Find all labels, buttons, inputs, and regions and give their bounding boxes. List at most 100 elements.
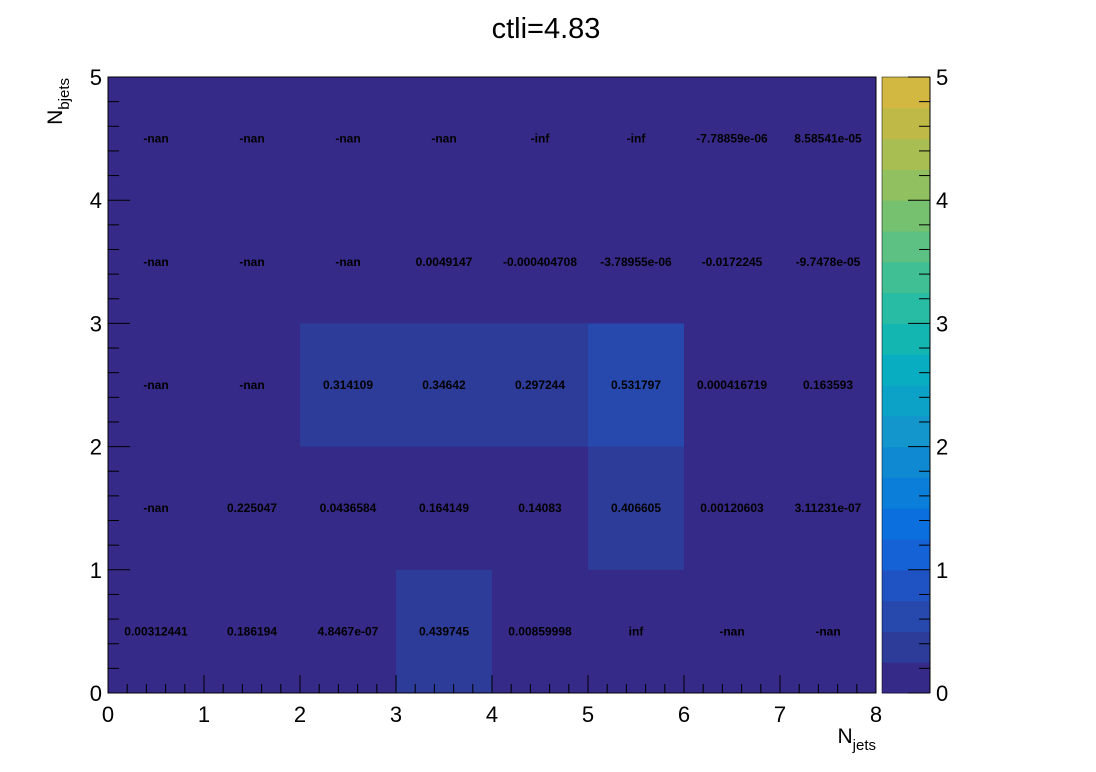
cell-value-label: -nan [143,501,168,515]
color-scale-band [882,231,930,263]
cell-value-label: -nan [143,378,168,392]
cell-value-label: -inf [531,132,551,146]
cell-value-label: -0.000404708 [503,255,577,269]
color-scale-tick-label: 4 [936,188,948,213]
heatmap-cell [204,569,301,694]
cell-value-label: -nan [143,255,168,269]
heatmap-cell [588,323,685,448]
cell-value-label: -nan [335,255,360,269]
heatmap-cell [396,569,493,694]
color-scale-band [882,107,930,140]
color-scale-band [882,169,930,201]
cell-value-label: 8.58541e-05 [794,132,862,146]
heatmap-cell [396,200,493,324]
color-scale-axis: 0 1 2 3 4 5 [908,65,948,706]
cell-value-label: -7.78859e-06 [696,132,768,146]
heatmap-cell [396,446,493,571]
cell-value-label: -nan [239,132,264,146]
color-scale-tick-label: 0 [936,681,948,706]
x-axis-label-main: N [837,725,852,748]
cell-value-label: 0.439745 [419,624,469,638]
y-axis-label-sub: bjets [56,78,73,110]
heatmap-cell [300,323,397,448]
cell-value-label: 0.406605 [611,501,661,515]
cell-value-label: 0.00859998 [508,624,572,638]
x-tick-label: 6 [678,702,690,727]
cell-value-label: 0.0436584 [320,501,377,515]
y-tick-label: 4 [90,188,102,213]
chart-title: ctli=4.83 [492,13,601,45]
cell-value-label: 0.00312441 [124,624,188,638]
cell-value-label: -nan [239,255,264,269]
cell-value-label: -0.0172245 [702,255,763,269]
cell-value-label: 0.14083 [518,501,562,515]
heatmap-cell [780,200,877,324]
heatmap-cells [108,77,877,694]
color-scale-tick-label: 1 [936,558,948,583]
color-scale-band [882,292,930,324]
x-tick-label: 5 [582,702,594,727]
x-tick-label: 4 [486,702,498,727]
cell-value-label: 0.163593 [803,378,853,392]
cell-value-label: -3.78955e-06 [600,255,672,269]
heatmap-cell [588,200,685,324]
cell-value-label: 0.000416719 [697,378,767,392]
heatmap-cell [684,446,781,571]
color-scale-band [882,354,930,386]
heatmap-cell [204,200,301,324]
y-tick-label: 5 [90,65,102,90]
heatmap-cell [492,200,589,324]
cell-value-label: 0.531797 [611,378,661,392]
heatmap-cell [396,323,493,448]
heatmap-cell [492,446,589,571]
cell-value-label: 0.0049147 [416,255,473,269]
color-scale-band [882,508,930,540]
color-scale-band [882,385,930,417]
x-tick-label: 3 [390,702,402,727]
heatmap-cell [588,446,685,571]
heatmap-cell [492,77,589,201]
color-scale-band [882,323,930,355]
heatmap-cell [780,446,877,571]
cell-value-label: 0.186194 [227,624,277,638]
color-scale-band [882,662,930,694]
x-tick-label: 8 [870,702,882,727]
y-tick-label: 2 [90,435,102,460]
x-tick-label: 7 [774,702,786,727]
heatmap-cell [108,446,205,571]
heatmap-cell [300,77,397,201]
heatmap-cell [780,569,877,694]
heatmap-cell [684,77,781,201]
cell-value-label: -nan [815,624,840,638]
cell-value-label: inf [629,624,645,638]
color-scale-tick-label: 3 [936,311,948,336]
cell-value-label: -nan [143,132,168,146]
heatmap-cell [108,569,205,694]
x-axis-label: Njets [837,725,876,754]
color-scale-tick-label: 5 [936,65,948,90]
color-scale-bar [881,76,931,694]
color-scale-tick-label: 2 [936,435,948,460]
heatmap-cell [684,323,781,448]
x-tick-label: 1 [198,702,210,727]
heatmap-cell-labels: -nan -nan -nan -nan -inf -inf -7.78859e-06 8.58… [124,132,862,639]
heatmap-cell [204,77,301,201]
heatmap-cell [588,569,685,694]
color-scale-band [882,539,930,571]
cell-value-label: -inf [627,132,647,146]
heatmap-cell [300,569,397,694]
cell-value-label: 0.00120603 [700,501,764,515]
color-scale-band [882,569,930,602]
heatmap-cell [108,77,205,201]
cell-value-label: 4.8467e-07 [318,624,379,638]
x-tick-label: 2 [294,702,306,727]
heatmap-cell [204,323,301,448]
y-tick-label: 1 [90,558,102,583]
cell-value-label: -nan [719,624,744,638]
y-tick-label: 3 [90,311,102,336]
cell-value-label: 0.164149 [419,501,469,515]
y-axis: 0 1 2 3 4 5 [90,65,130,706]
cell-value-label: -nan [431,132,456,146]
heatmap-cell [492,323,589,448]
